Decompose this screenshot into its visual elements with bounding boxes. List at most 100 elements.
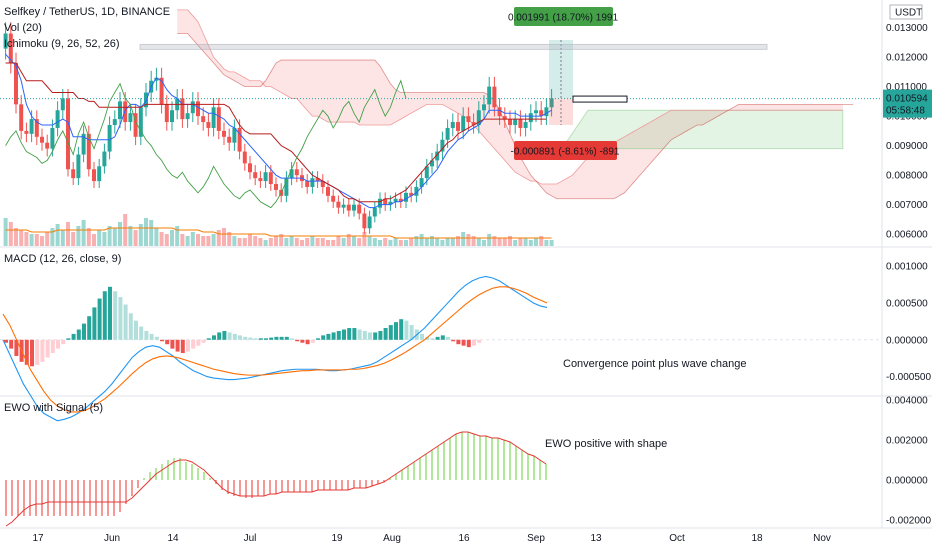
- macd-histogram-bar: [154, 336, 159, 340]
- macd-histogram-bar: [180, 339, 185, 354]
- macd-histogram-bar: [118, 297, 123, 340]
- candle-body: [471, 122, 476, 125]
- macd-histogram-bar: [378, 330, 383, 340]
- candle-body: [549, 98, 554, 108]
- candle-body: [513, 119, 518, 125]
- macd-legend: MACD (12, 26, close, 9): [4, 253, 122, 265]
- volume-bar: [450, 238, 455, 246]
- candle-body: [544, 107, 549, 117]
- macd-histogram-bar: [40, 339, 45, 362]
- candle-body: [528, 113, 533, 123]
- volume-bar: [372, 238, 377, 246]
- macd-histogram-bar: [170, 339, 175, 349]
- macd-histogram-bar: [466, 339, 471, 348]
- macd-histogram-bar: [92, 307, 97, 340]
- macd-histogram-bar: [87, 316, 92, 340]
- volume-bar: [29, 234, 34, 246]
- volume-bar: [216, 230, 221, 246]
- volume-bar: [55, 224, 60, 246]
- macd-histogram-bar: [24, 339, 29, 365]
- candle-body: [55, 110, 60, 128]
- volume-bar: [471, 236, 476, 246]
- volume-bar: [523, 238, 528, 246]
- chikou-line: [5, 79, 407, 209]
- volume-bar: [180, 234, 185, 246]
- volume-bar: [336, 236, 341, 246]
- candle-body: [227, 136, 232, 143]
- volume-bar: [357, 238, 362, 246]
- volume-bar: [92, 234, 96, 246]
- candle-body: [508, 119, 512, 125]
- macd-histogram-bar: [175, 339, 180, 352]
- volume-bar: [237, 238, 242, 246]
- candle-body: [14, 63, 18, 105]
- candle-body: [445, 127, 450, 140]
- candle-body: [248, 163, 252, 173]
- candle-body: [518, 119, 523, 128]
- ewo-annotation: EWO positive with shape: [545, 438, 667, 450]
- macd-histogram-bar: [435, 336, 440, 340]
- macd-histogram-bar: [165, 339, 170, 345]
- macd-histogram-bar: [425, 336, 430, 340]
- candle-body: [440, 139, 445, 152]
- macd-histogram-bar: [362, 330, 367, 340]
- macd-tick-label: 0.000500: [886, 298, 928, 309]
- macd-histogram-bar: [144, 330, 149, 340]
- macd-histogram-bar: [102, 291, 107, 340]
- candle-body: [40, 136, 44, 143]
- volume-bar: [268, 238, 273, 246]
- candle-body: [112, 119, 117, 125]
- price-tick-label: 0.008000: [886, 171, 928, 182]
- volume-bar: [164, 234, 169, 246]
- volume-bar: [76, 226, 81, 246]
- candle-body: [237, 127, 242, 152]
- kijun-line: [5, 62, 547, 203]
- candle-body: [362, 213, 367, 229]
- candle-body: [336, 201, 341, 208]
- time-tick-label: Sep: [527, 533, 545, 544]
- candle-body: [86, 133, 91, 170]
- price-tick-label: 0.011000: [886, 82, 927, 93]
- candle-body: [289, 169, 294, 179]
- price-badge: [883, 89, 932, 118]
- candle-body: [357, 204, 362, 214]
- chart-title: Selfkey / TetherUS, 1D, BINANCE: [4, 6, 171, 18]
- time-tick-label: 18: [751, 533, 763, 544]
- volume-bar: [258, 238, 263, 246]
- candle-body: [45, 142, 50, 149]
- price-badge-value: 0.010594: [886, 94, 928, 105]
- candle-body: [502, 116, 507, 120]
- candle-body: [50, 127, 55, 149]
- macd-histogram-bar: [217, 332, 222, 340]
- candle-body: [232, 127, 237, 143]
- candle-body: [393, 198, 398, 202]
- ewo-signal-line: [5, 431, 547, 527]
- macd-histogram-bar: [248, 337, 253, 340]
- volume-bar: [185, 236, 190, 246]
- macd-histogram-bar: [461, 339, 466, 346]
- price-tick-label: 0.007000: [886, 200, 928, 211]
- volume-bar: [300, 240, 304, 246]
- macd-histogram-bar: [331, 332, 336, 340]
- volume-bar: [445, 238, 450, 246]
- volume-bar: [206, 236, 211, 246]
- candle-body: [8, 33, 13, 64]
- candle-body: [34, 119, 39, 137]
- macd-histogram-bar: [186, 339, 190, 352]
- volume-bar: [409, 238, 414, 246]
- candle-body: [326, 186, 330, 196]
- candle-body: [466, 116, 471, 123]
- volume-bar: [487, 234, 492, 246]
- candle-body: [170, 110, 174, 123]
- volume-bar: [248, 234, 252, 246]
- candle-body: [81, 133, 86, 155]
- volume-bar: [513, 240, 518, 246]
- macd-annotation: Convergence point plus wave change: [563, 358, 746, 370]
- volume-bar: [367, 236, 372, 246]
- macd-histogram-bar: [212, 335, 216, 340]
- macd-histogram-bar: [30, 339, 34, 367]
- macd-histogram-bar: [477, 339, 482, 343]
- candle-body: [435, 151, 440, 161]
- volume-bar: [128, 226, 133, 246]
